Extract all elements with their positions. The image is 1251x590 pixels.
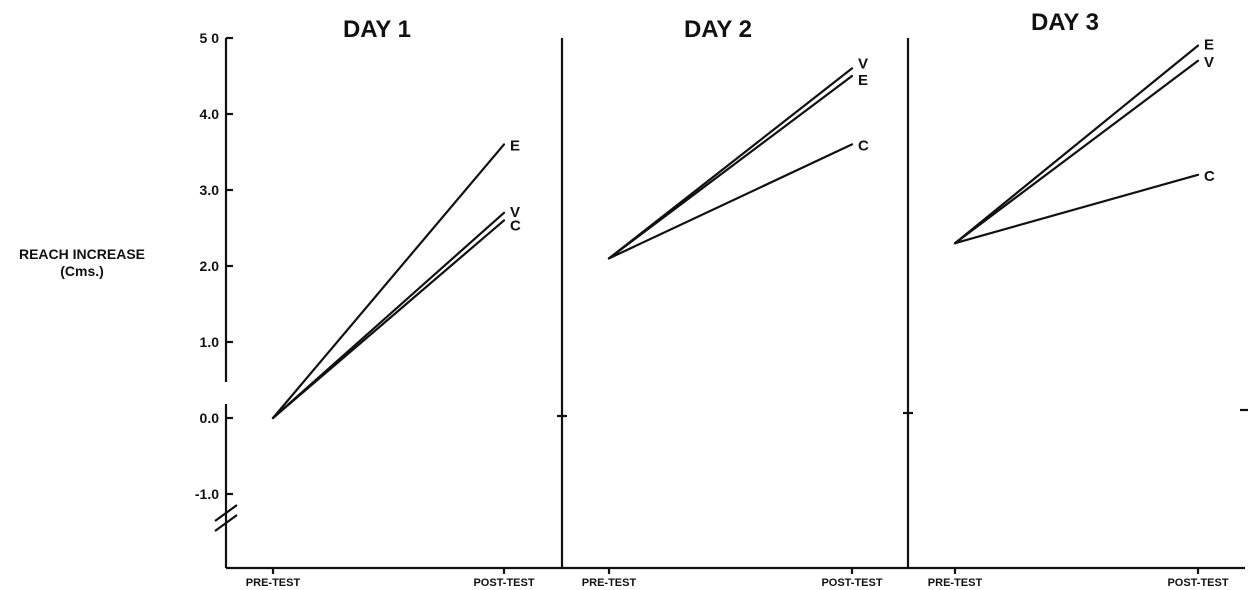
x-category-label: POST-TEST [1167, 577, 1228, 589]
series-label-v: V [510, 204, 520, 221]
series-label-v: V [858, 55, 868, 72]
panel-title: DAY 2 [684, 16, 752, 43]
x-category-label: PRE-TEST [246, 577, 301, 589]
series-line-v [953, 59, 1200, 245]
y-tick-label: 3.0 [200, 182, 220, 198]
x-category-label: POST-TEST [821, 577, 882, 589]
x-category-label: PRE-TEST [928, 577, 983, 589]
panel-day-2: DAY 2 PRE-TEST POST-TEST VE C [582, 16, 883, 589]
axis-break-mark-2 [214, 514, 238, 532]
panel-title: DAY 1 [343, 16, 411, 43]
panel-day-3: DAY 3 PRE-TEST POST-TEST EV C [928, 9, 1229, 589]
panel-title: DAY 3 [1031, 9, 1099, 36]
y-axis-label: REACH INCREASE (Cms.) [19, 246, 145, 279]
series-label-c: C [510, 217, 521, 234]
x-category-label: POST-TEST [473, 577, 534, 589]
y-tick-label: 1.0 [200, 334, 220, 350]
x-category-label: PRE-TEST [582, 577, 637, 589]
y-tick-label: 2.0 [200, 258, 220, 274]
y-tick-label: 5 0 [200, 30, 220, 46]
axis-break-mark-1 [214, 504, 238, 522]
series-label-e: E [858, 72, 868, 89]
y-axis-label-line-1: REACH INCREASE [19, 246, 145, 262]
y-tick-label: 4.0 [200, 106, 220, 122]
series-line-c [607, 143, 854, 260]
series-label-c: C [858, 137, 869, 154]
series-line-c [953, 173, 1200, 245]
y-tick-label: 0.0 [200, 410, 220, 426]
axes [214, 38, 1248, 570]
series-label-v: V [1204, 54, 1214, 71]
y-axis-label-line-2: (Cms.) [60, 263, 104, 279]
series-label-c: C [1204, 168, 1215, 185]
y-tick-label: -1.0 [195, 486, 219, 502]
series-line-c [271, 219, 506, 420]
series-line-e [953, 44, 1200, 245]
y-ticks: 5 0 4.0 3.0 2.0 1.0 0.0 -1.0 [195, 30, 233, 502]
series-label-e: E [510, 137, 520, 154]
series-line-e [607, 74, 854, 260]
series-label-e: E [1204, 37, 1214, 54]
panel-day-1: DAY 1 PRE-TEST POST-TEST E VC [246, 16, 535, 589]
series-line-e [271, 143, 506, 420]
